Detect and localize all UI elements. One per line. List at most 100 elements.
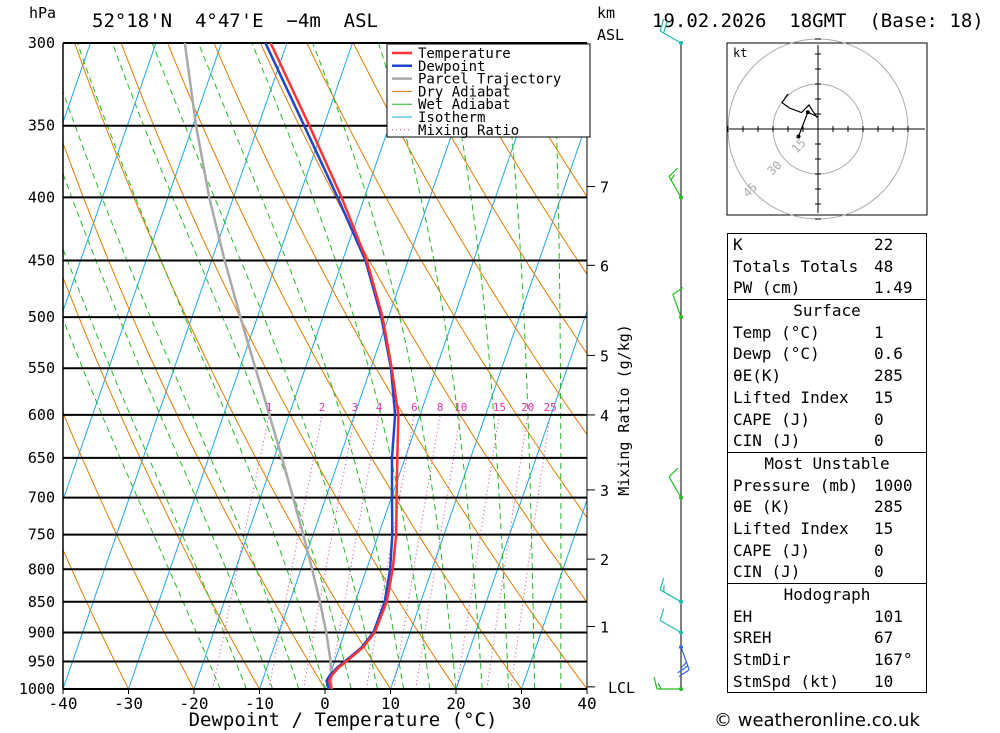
legend-label: Mixing Ratio (418, 123, 519, 139)
pressure-tick-label: 500 (28, 308, 55, 326)
table-row: Pressure (mb) 1000 (728, 475, 926, 497)
table-row: Totals Totals 48 (728, 256, 926, 278)
wind-barb (668, 476, 682, 498)
pressure-tick-label: 750 (28, 526, 55, 544)
copyright-link[interactable]: © weatheronline.co.uk (714, 710, 920, 731)
height-tick-label: 3 (600, 482, 609, 500)
isotherm-line (128, 43, 353, 689)
temperature-line (269, 43, 400, 689)
height-tick-label: LCL (608, 679, 635, 697)
pressure-tick-label: 950 (28, 653, 55, 671)
row-value: 15 (874, 387, 894, 407)
row-value: 22 (874, 235, 894, 254)
wind-barb-flag (653, 676, 658, 690)
row-value: 67 (874, 628, 894, 648)
table-row: Dewp (°C) 0.6 (728, 343, 926, 365)
mixing-ratio-label: 2 (319, 401, 326, 414)
isotherm-line (63, 43, 157, 313)
row-label: θE (K) (733, 497, 791, 517)
isotherm-line (259, 43, 484, 689)
height-tick-label: 7 (600, 179, 609, 197)
table-row: CIN (J) 0 (728, 430, 926, 452)
wind-barb-flag (668, 467, 679, 478)
legend-label: Isotherm (418, 110, 485, 126)
wind-barb (659, 30, 682, 44)
pressure-tick-label: 850 (28, 593, 55, 611)
x-tick-label: -40 (49, 694, 78, 713)
pressure-tick-label: 900 (28, 624, 55, 642)
row-label: Dewp (°C) (733, 344, 820, 364)
table-row: StmSpd (kt) 10 (728, 671, 926, 693)
isotherm-line (521, 498, 587, 689)
isotherm-line (0, 43, 25, 689)
surface-section: Surface Temp (°C) 1 Dewp (°C) 0.6 θE(K) 285 Li… (728, 299, 926, 452)
mixing-ratio-label: 25 (544, 401, 557, 414)
mixing-ratio-line (365, 414, 415, 689)
isotherm-line (63, 43, 288, 689)
dry-adiabat-line (306, 43, 587, 519)
dry-adiabat-line (399, 43, 587, 355)
table-row: K 22 (728, 234, 926, 256)
pressure-tick-label: 700 (28, 489, 55, 507)
height-tick-label: 2 (600, 551, 609, 569)
most-unstable-title: Most Unstable (764, 453, 890, 473)
row-value: 15 (874, 518, 894, 538)
table-row: Lifted Index 15 (728, 518, 926, 540)
hodograph-unit: kt (733, 46, 747, 60)
isotherm-line (324, 43, 550, 689)
location-title: 52°18'N 4°47'E −4m ASL (92, 10, 378, 32)
wind-barb-flag (681, 661, 687, 668)
wind-barb-flag (678, 669, 690, 678)
height-unit-asl: ASL (597, 26, 625, 44)
wind-barb-flag (668, 167, 679, 178)
x-tick-label: 30 (512, 694, 531, 713)
row-value: 10 (874, 671, 894, 691)
row-label: Lifted Index (733, 518, 849, 538)
row-value: 0 (874, 431, 884, 451)
pressure-tick-label: 350 (28, 117, 55, 135)
dry-adiabat-line (63, 548, 129, 689)
row-label: Temp (°C) (733, 322, 820, 342)
pressure-tick-label: 1000 (19, 680, 55, 698)
row-label: Lifted Index (733, 387, 849, 407)
hodograph-table-title: Hodograph (783, 585, 871, 604)
row-label: K (733, 235, 743, 254)
legend-label: Dewpoint (418, 59, 485, 75)
mixing-ratio-label: 10 (454, 401, 467, 414)
wind-barb-flag (659, 18, 665, 32)
mixing-ratio-label: 1 (266, 401, 273, 414)
dry-adiabat-line (352, 43, 587, 436)
dry-adiabat-line (167, 43, 522, 689)
x-axis-label: Dewpoint / Temperature (°C) (189, 709, 498, 731)
row-value: 1.49 (874, 278, 913, 298)
row-value: 48 (874, 256, 894, 276)
table-row: CIN (J) 0 (728, 561, 926, 583)
hodograph-trace (781, 93, 819, 137)
wet-adiabat-line (76, 43, 326, 689)
table-row: EH 101 (728, 606, 926, 628)
wet-adiabat-line (198, 43, 405, 689)
row-value: 167° (874, 650, 913, 670)
pressure-unit-label: hPa (29, 4, 57, 22)
mixing-ratio-line (328, 414, 380, 689)
row-label: StmDir (733, 650, 791, 670)
mixing-ratio-line (456, 414, 500, 689)
isotherm-line (390, 120, 587, 689)
table-row: θE(K) 285 (728, 365, 926, 387)
wind-barb-flag (663, 20, 668, 34)
wind-barb (668, 176, 682, 198)
pressure-tick-label: 300 (28, 34, 55, 52)
pressure-tick-label: 450 (28, 252, 55, 270)
height-tick-label: 5 (600, 347, 609, 365)
row-value: 285 (874, 366, 903, 386)
height-unit-km: km (597, 4, 616, 22)
row-label: θE(K) (733, 366, 782, 386)
row-label: CIN (J) (733, 431, 801, 451)
row-label: CAPE (J) (733, 540, 811, 560)
legend-label: Temperature (418, 46, 511, 62)
row-label: PW (cm) (733, 278, 801, 298)
wet-adiabat-line (251, 43, 431, 689)
mixing-ratio-label: 4 (376, 401, 383, 414)
row-label: CAPE (J) (733, 409, 811, 429)
